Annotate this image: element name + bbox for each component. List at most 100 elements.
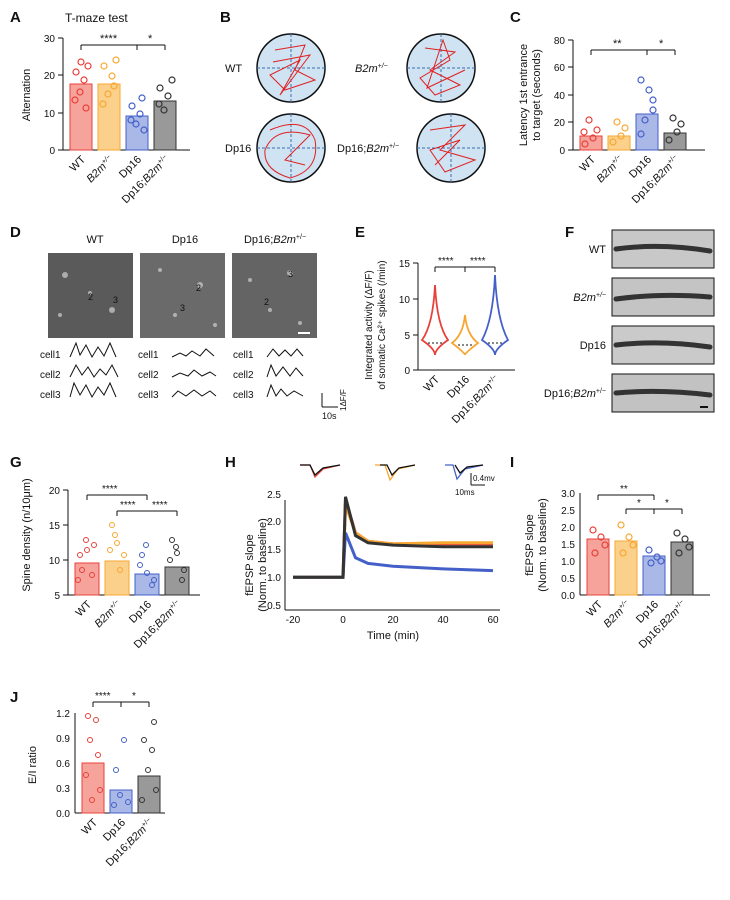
significance-brackets: **** * [92,691,150,707]
sig-label: * [665,498,669,509]
sig-label: **** [152,500,168,511]
y-axis: 0 20 40 60 80 [554,36,574,157]
panel-j: J E/I ratio 0.0 0.3 0.6 0.9 1.2 **** * W… [10,689,165,869]
x-axis-label: Time (min) [367,630,419,642]
calcium-traces: cell1 cell2 cell3 cell1 cell2 cell3 cell… [40,341,348,421]
bars [74,560,190,596]
x-tick-label: 40 [437,615,449,626]
cell-label: cell3 [138,390,159,401]
y-tick-label: 20 [49,486,61,497]
maze-track-wt: WT [225,33,326,103]
column-label: WT [86,234,103,246]
y-axis-label: Alternation [21,69,33,122]
panel-letter: C [510,9,521,26]
row-label: WT [589,244,606,256]
y-tick-label: 1.0 [561,557,575,568]
y-tick-label: 40 [554,91,566,102]
bar-b2m [97,83,121,151]
cell-label: cell3 [233,390,254,401]
y-tick-label: 5 [404,331,410,342]
significance-brackets: **** **** **** [86,484,178,516]
bar-dp16b2m [164,566,190,596]
y-tick-label: 3.0 [561,489,575,500]
y-tick-label: 0 [559,146,565,157]
violins [420,274,510,356]
y-axis: 0.5 1.0 1.5 2.0 2.5 [267,490,286,612]
x-tick-label: Dp16 [127,599,154,626]
cell-label: cell3 [40,390,61,401]
sig-label: * [637,498,641,509]
y-tick-label: 2.5 [267,490,281,501]
cell-label: cell1 [138,350,159,361]
panel-d: D WT Dp16 Dp16;B2m+/− 2 3 2 3 3 2 cell1 cell2… [10,224,348,421]
cell-label: cell1 [233,350,254,361]
y-tick-label: 2.0 [267,517,281,528]
significance-brackets: **** **** [434,256,496,272]
y-axis: 5 10 15 20 [49,486,69,602]
sig-label: **** [95,691,111,702]
scale-label: 1ΔF/F [339,389,348,411]
bar-dp16b2m [153,100,177,151]
y-tick-label: 1.5 [561,540,575,551]
panel-letter: E [355,224,365,241]
bar-dp16 [125,115,149,151]
panel-letter: D [10,224,21,241]
y-axis-label: E/I ratio [27,746,39,784]
y-tick-label: 0.5 [267,601,281,612]
y-axis-label: of somatic Ca²⁺ spikes (/min) [377,260,388,389]
sig-label: * [148,33,153,45]
sig-label: ** [613,38,622,50]
y-tick-label: 20 [554,118,566,129]
imaging-fields: 2 3 2 3 3 2 [48,253,317,338]
y-tick-label: 10 [49,556,61,567]
y-tick-label: 2.0 [561,523,575,534]
x-tick-label: B2m+/− [84,154,116,186]
line-series [293,496,494,579]
bar-dp16b2m [663,132,687,151]
bar-wt [81,762,105,814]
x-tick-label: 20 [387,615,399,626]
y-tick-label: 0.9 [56,734,70,745]
svg-text:2: 2 [196,283,201,293]
y-axis: 0.0 0.5 1.0 1.5 2.0 2.5 3.0 [561,489,581,602]
y-tick-label: 1.2 [56,709,70,720]
panel-e: E Integrated activity (ΔF/F) of somatic … [355,224,515,426]
svg-text:2: 2 [88,292,93,302]
bar-wt [74,562,100,596]
y-axis-label: fEPSP slope [244,534,256,596]
cell-label: cell1 [40,350,61,361]
column-label: Dp16;B2m+/− [244,234,306,246]
x-tick-label: B2m+/− [92,599,124,631]
y-axis-label: Latency 1st entrance [518,44,530,146]
bar-wt [69,83,93,151]
sig-label: * [659,38,664,50]
panel-letter: F [565,224,574,241]
svg-text:3: 3 [288,269,293,279]
violin-wt [420,284,450,356]
y-axis-label: Spine density (n/10μm) [21,478,33,591]
y-tick-label: 20 [44,71,56,82]
sig-label: ** [620,484,628,495]
x-tick-label: 0 [340,615,346,626]
x-tick-label: Dp16 [445,374,472,401]
sig-label: **** [100,33,118,45]
svg-text:2: 2 [264,297,269,307]
svg-text:3: 3 [113,295,118,305]
y-axis: 0 10 20 30 [44,34,64,157]
y-tick-label: 0.6 [56,759,70,770]
data-points [580,76,685,148]
x-tick-labels: WT B2m+/− Dp16 Dp16;B2m+/− [68,153,173,206]
significance-brackets: ** * * [597,484,683,514]
scale-bar: 0.4mv 10ms [455,473,495,497]
y-axis: 0.0 0.3 0.6 0.9 1.2 [56,709,76,820]
violin-dp16b2m [480,274,510,356]
bars [81,762,161,814]
row-label: B2m+/− [573,292,606,304]
y-tick-label: 5 [54,591,60,602]
y-axis-label: (Norm. to baseline) [257,518,269,612]
fepsp-traces [300,464,484,482]
sig-label: **** [120,500,136,511]
bars [69,83,177,151]
y-tick-label: 1.5 [267,545,281,556]
x-tick-labels: WT Dp16 Dp16;B2m+/− [80,816,157,869]
